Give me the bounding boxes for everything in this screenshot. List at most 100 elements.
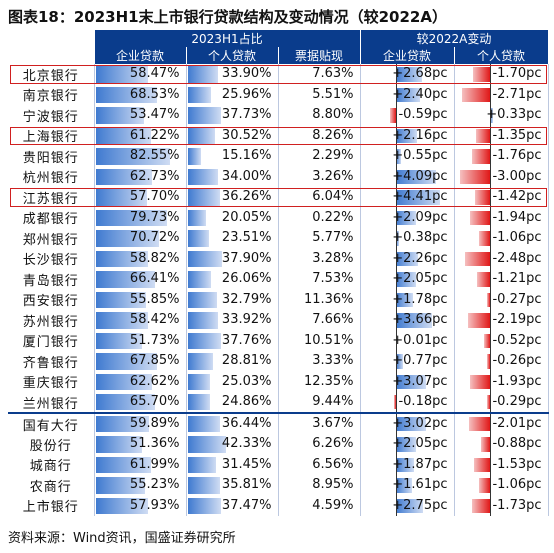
table-row: 青岛银行 66.41% 26.06% 7.53% +2.05pc -1.21pc: [8, 269, 549, 290]
zero-axis: [489, 414, 491, 434]
bank-name-cell: 青岛银行: [8, 269, 95, 290]
corp-change-cell: +4.41pc: [360, 187, 455, 208]
change-value: -2.19pc: [492, 312, 542, 328]
table-row: 江苏银行 57.70% 36.26% 6.04% +4.41pc -1.42pc: [8, 187, 549, 208]
share-value: 82.55%: [129, 148, 180, 164]
share-bar: [95, 353, 157, 370]
change-value: -1.76pc: [492, 148, 542, 164]
personal-share-cell: 37.47%: [186, 495, 279, 516]
bank-name-cell: 城商行: [8, 454, 95, 475]
table-row: 上海银行 61.22% 30.52% 8.26% +2.16pc -1.35pc: [8, 125, 549, 146]
share-value: 37.73%: [221, 107, 272, 123]
change-value: -0.26pc: [492, 353, 542, 369]
bill-share-cell: 6.04%: [278, 187, 361, 208]
change-bar: [395, 190, 440, 205]
change-value: -0.27pc: [492, 291, 542, 307]
zero-axis: [395, 414, 397, 434]
bill-value: 4.59%: [312, 497, 354, 513]
corp-change-cell: +2.09pc: [360, 207, 455, 228]
header-corp-change: 企业贷款: [360, 47, 455, 64]
bank-name-cell: 重庆银行: [8, 371, 95, 392]
bill-share-cell: 3.26%: [278, 166, 361, 187]
corp-share-cell: 51.36%: [94, 434, 187, 455]
bill-value: 6.04%: [312, 189, 354, 205]
share-value: 36.26%: [221, 189, 272, 205]
share-value: 57.93%: [129, 497, 180, 513]
bank-name-cell: 上市银行: [8, 495, 95, 516]
zero-axis: [489, 166, 491, 187]
share-value: 62.62%: [129, 373, 180, 389]
zero-axis: [395, 166, 397, 187]
table-row: 杭州银行 62.73% 34.00% 3.26% +4.09pc -3.00pc: [8, 166, 549, 187]
change-bar: [472, 498, 490, 513]
change-bar: [395, 457, 415, 472]
bill-value: 9.44%: [312, 394, 354, 409]
zero-axis: [395, 228, 397, 249]
zero-axis: [489, 454, 491, 475]
bill-value: 6.26%: [312, 436, 354, 452]
share-bar: [95, 312, 149, 329]
bank-name-cell: 长沙银行: [8, 248, 95, 269]
share-value: 20.05%: [221, 209, 272, 225]
personal-share-cell: 23.51%: [186, 228, 279, 249]
change-bar: [395, 149, 402, 164]
corp-share-cell: 67.85%: [94, 351, 187, 372]
bill-value: 7.53%: [312, 271, 354, 287]
zero-axis: [395, 310, 397, 331]
share-bar: [95, 250, 149, 267]
personal-share-cell: 34.00%: [186, 166, 279, 187]
bank-name-cell: 上海银行: [8, 125, 95, 146]
zero-axis: [489, 146, 491, 167]
zero-axis: [395, 187, 397, 208]
share-bar: [187, 332, 222, 349]
share-bar: [95, 271, 156, 288]
share-bar: [187, 353, 214, 370]
change-value: -1.21pc: [492, 271, 542, 287]
share-value: 28.81%: [221, 353, 272, 369]
share-value: 37.90%: [221, 250, 272, 266]
change-value: +0.77pc: [392, 353, 448, 369]
bill-share-cell: 7.63%: [278, 64, 361, 85]
bank-name-cell: 国有大行: [8, 412, 95, 434]
corp-change-cell: -0.18pc: [360, 392, 455, 413]
corp-share-cell: 61.22%: [94, 125, 187, 146]
header-group-share: 2023H1占比: [94, 30, 361, 47]
bill-share-cell: 8.26%: [278, 125, 361, 146]
share-value: 36.44%: [221, 416, 272, 431]
table-row: 宁波银行 53.47% 37.73% 8.80% -0.59pc +0.33pc: [8, 105, 549, 126]
personal-change-cell: -0.88pc: [454, 434, 549, 455]
share-value: 61.22%: [129, 127, 180, 143]
share-bar: [95, 373, 152, 390]
change-value: +1.78pc: [392, 291, 448, 307]
bill-value: 5.51%: [312, 86, 354, 102]
share-value: 23.51%: [221, 230, 272, 246]
share-bar: [187, 394, 210, 410]
share-value: 33.90%: [221, 66, 272, 82]
share-value: 31.45%: [221, 456, 272, 472]
zero-axis: [395, 454, 397, 475]
share-bar: [95, 436, 142, 453]
table-row: 重庆银行 62.62% 25.03% 12.35% +3.07pc -1.93pc: [8, 371, 549, 392]
zero-axis: [489, 351, 491, 372]
change-bar: [395, 272, 417, 287]
change-value: -0.88pc: [492, 436, 542, 452]
bill-value: 3.33%: [312, 353, 354, 369]
share-bar: [95, 416, 150, 432]
change-value: +3.66pc: [392, 312, 448, 328]
personal-share-cell: 42.33%: [186, 434, 279, 455]
table-row: 国有大行 59.89% 36.44% 3.67% +3.02pc -2.01pc: [8, 412, 549, 434]
share-value: 58.47%: [129, 66, 180, 82]
change-value: +2.05pc: [392, 436, 448, 452]
table-row: 西安银行 55.85% 32.79% 11.36% +1.78pc -0.27pc: [8, 289, 549, 310]
change-bar: [478, 231, 490, 246]
share-bar: [187, 127, 215, 144]
change-value: -1.06pc: [492, 230, 542, 246]
zero-axis: [489, 187, 491, 208]
bank-name-cell: 农商行: [8, 475, 95, 496]
zero-axis: [395, 64, 397, 85]
corp-share-cell: 62.73%: [94, 166, 187, 187]
table-row: 南京银行 68.53% 25.96% 5.51% +2.40pc -2.71pc: [8, 84, 549, 105]
table-row: 农商行 55.23% 35.81% 8.95% +1.61pc -1.06pc: [8, 475, 549, 496]
bill-value: 0.22%: [312, 209, 354, 225]
share-bar: [187, 107, 222, 124]
